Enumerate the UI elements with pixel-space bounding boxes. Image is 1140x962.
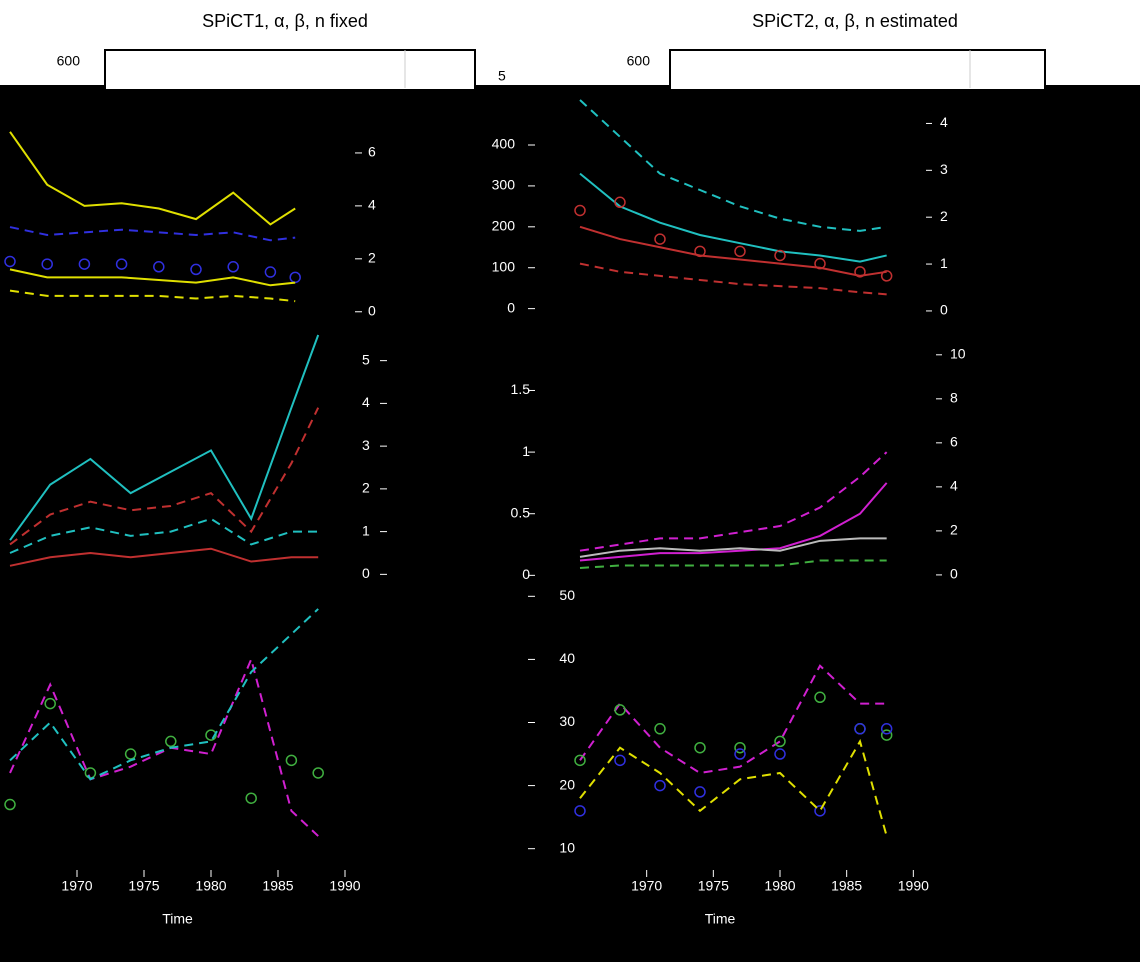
y-tick-label: 1.5 — [511, 381, 531, 397]
x-tick-label: 1990 — [329, 878, 360, 894]
y-tick-label: 0 — [368, 302, 376, 318]
panel-title: SPiCT1, α, β, n fixed — [202, 11, 368, 31]
y2-tick-label: 4 — [950, 478, 958, 494]
y-tick-label: 30 — [559, 713, 575, 729]
y-tick-label: 1 — [362, 522, 370, 538]
y2-tick-label: 0 — [940, 302, 948, 318]
y-tick-label: 4 — [362, 394, 370, 410]
top-axis-box — [105, 50, 475, 90]
x-tick-label: 1990 — [898, 878, 929, 894]
y-tick-label: 20 — [559, 776, 575, 792]
x-tick-label: 1970 — [61, 878, 92, 894]
x-tick-label: 1970 — [631, 878, 662, 894]
plot-background — [0, 85, 1140, 962]
top-axis-box — [670, 50, 1045, 90]
x-axis-label: Time — [705, 911, 736, 927]
y-tick-label: 40 — [559, 650, 575, 666]
y-tick-label: 2 — [368, 250, 376, 266]
y2-tick-label: 2 — [940, 208, 948, 224]
y-tick-label: 100 — [492, 258, 516, 274]
x-tick-label: 1985 — [262, 878, 293, 894]
y-tick-label: 0 — [362, 565, 370, 581]
y-tick-label: 4 — [368, 197, 376, 213]
top-tick-label: 5 — [498, 68, 506, 84]
top-tick-label: 600 — [57, 53, 81, 69]
y-tick-label: 1 — [522, 443, 530, 459]
x-tick-label: 1975 — [698, 878, 729, 894]
y-tick-label: 3 — [362, 437, 370, 453]
y-tick-label: 5 — [362, 351, 370, 367]
y2-tick-label: 1 — [940, 255, 948, 271]
y2-tick-label: 2 — [950, 522, 958, 538]
y-tick-label: 0 — [507, 299, 515, 315]
y2-tick-label: 8 — [950, 390, 958, 406]
x-axis-label: Time — [162, 911, 193, 927]
y-tick-label: 50 — [559, 587, 575, 603]
chart: 600 5 600 SPiCT1, α, β, n fixed0246SPiCT… — [0, 0, 1140, 962]
header-band — [0, 0, 1140, 40]
x-tick-label: 1980 — [195, 878, 226, 894]
y-tick-label: 200 — [492, 218, 516, 234]
x-tick-label: 1980 — [764, 878, 795, 894]
y2-tick-label: 0 — [950, 566, 958, 582]
y-tick-label: 6 — [368, 144, 376, 160]
y2-tick-label: 3 — [940, 161, 948, 177]
y2-tick-label: 10 — [950, 346, 966, 362]
x-tick-label: 1975 — [128, 878, 159, 894]
y-tick-label: 400 — [492, 136, 516, 152]
x-tick-label: 1985 — [831, 878, 862, 894]
y2-tick-label: 4 — [940, 114, 948, 130]
y-tick-label: 0.5 — [511, 504, 531, 520]
y2-tick-label: 6 — [950, 434, 958, 450]
y-tick-label: 300 — [492, 177, 516, 193]
y-tick-label: 0 — [522, 566, 530, 582]
panel-title: SPiCT2, α, β, n estimated — [752, 11, 958, 31]
top-tick-label: 600 — [627, 53, 651, 69]
y-tick-label: 2 — [362, 480, 370, 496]
y-tick-label: 10 — [559, 839, 575, 855]
